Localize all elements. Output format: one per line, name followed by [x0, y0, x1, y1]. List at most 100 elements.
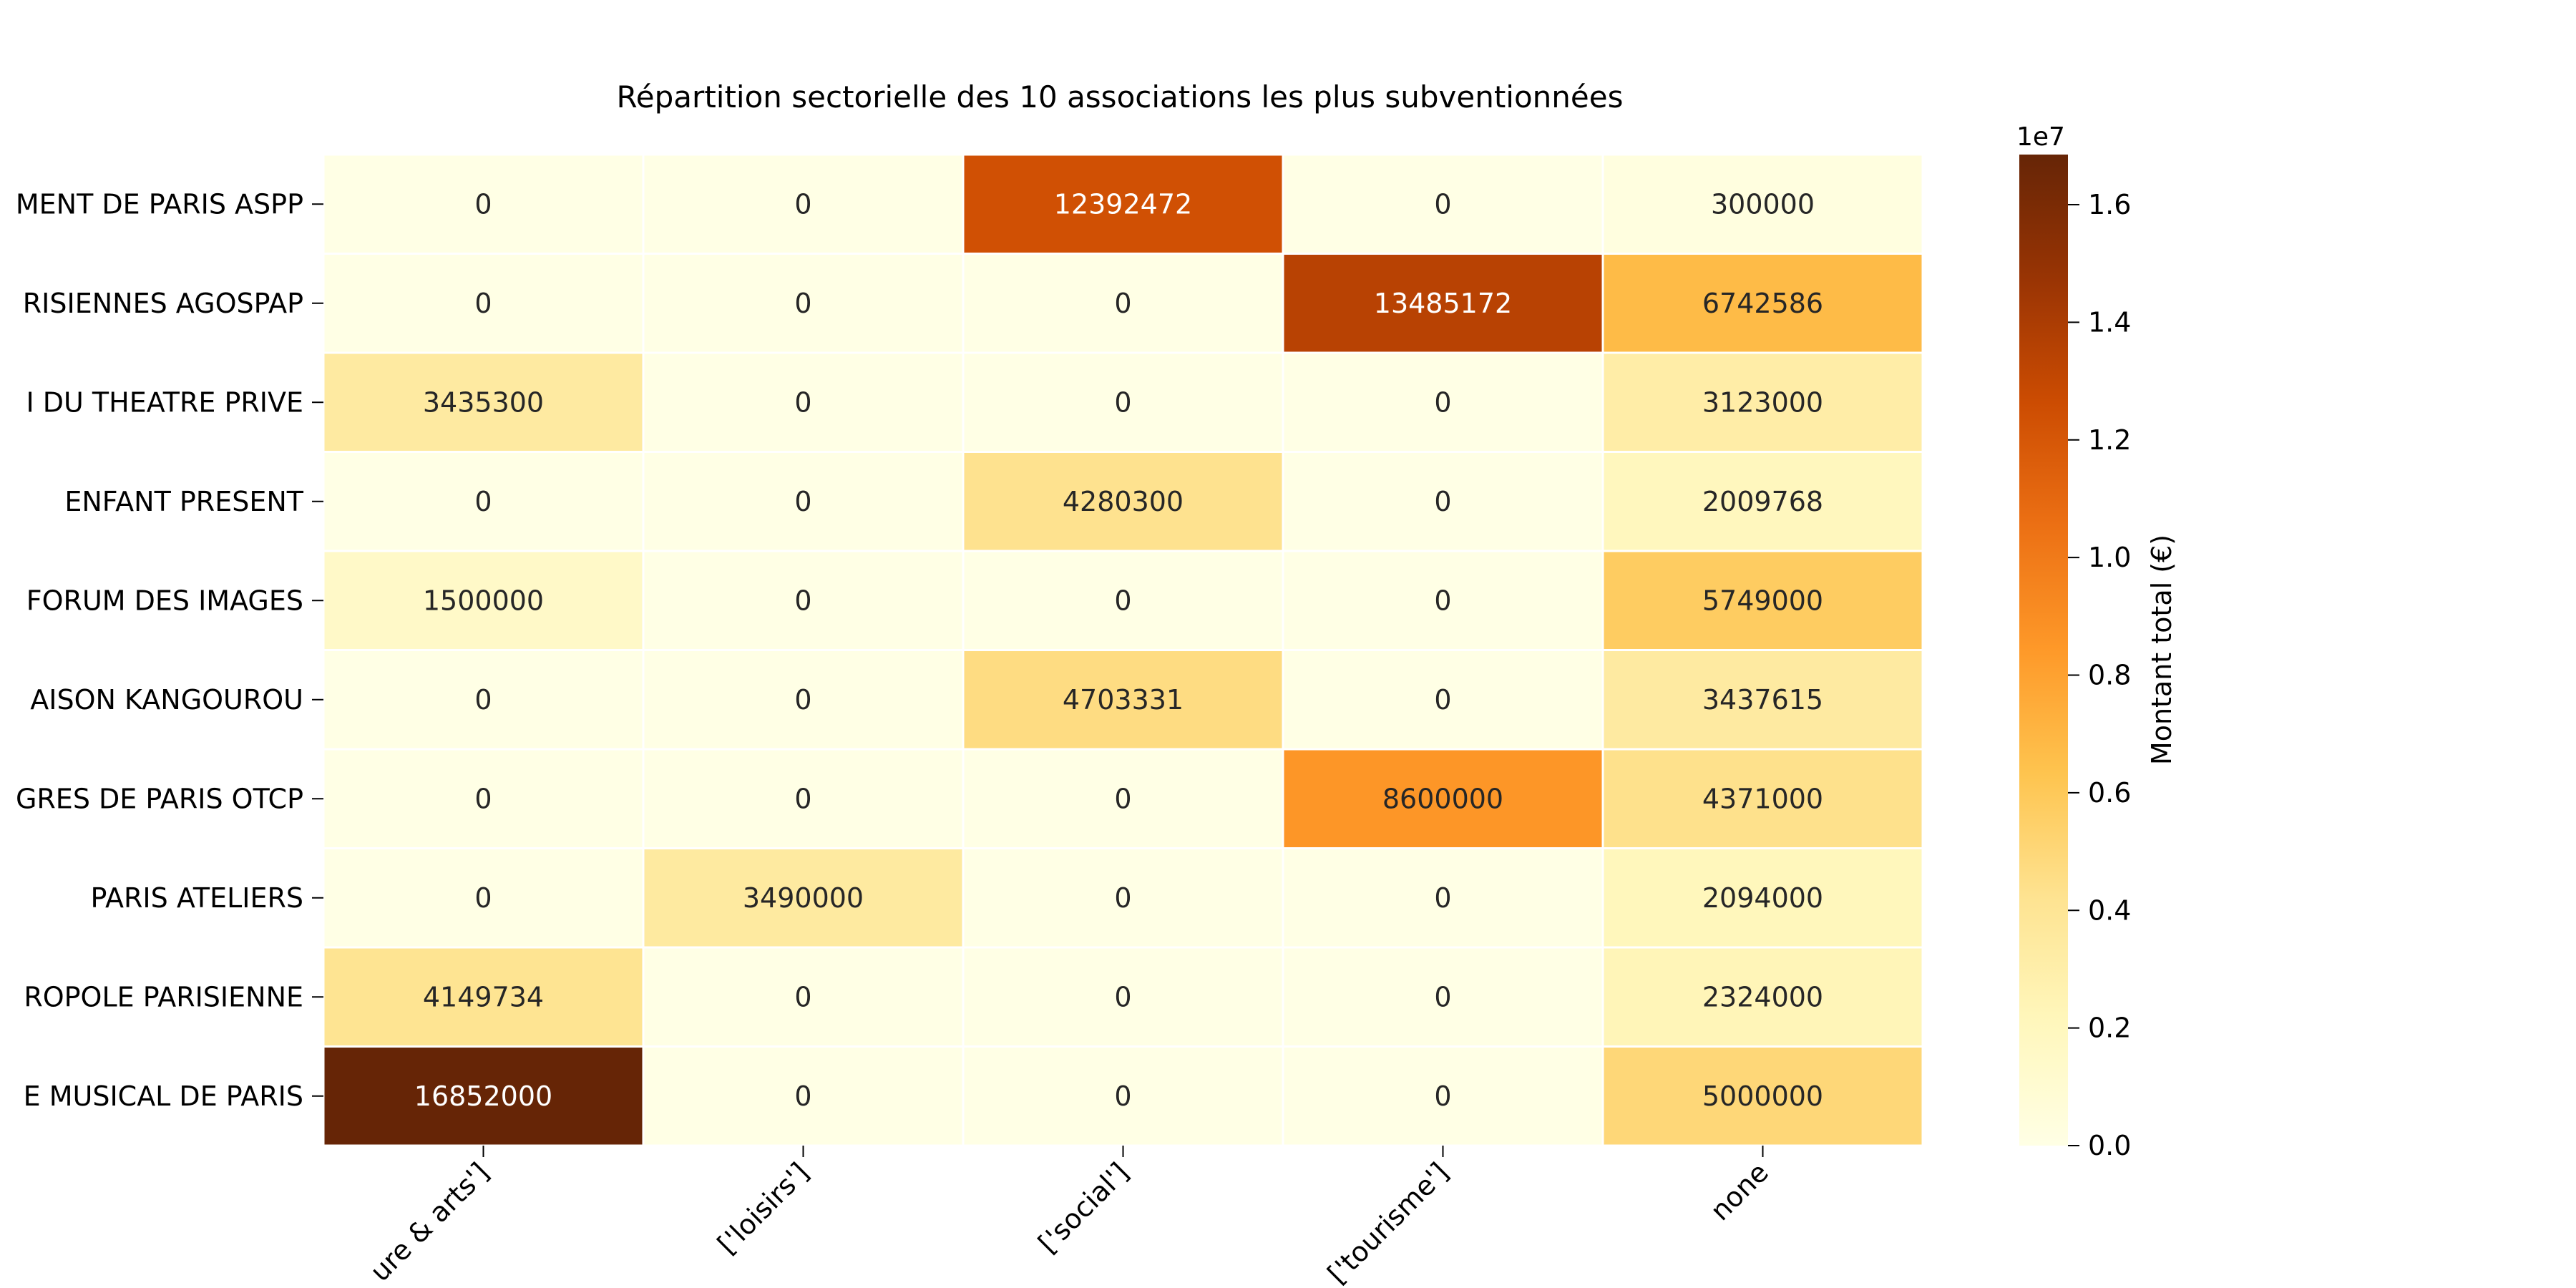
cell-value-label: 2009768: [1702, 486, 1823, 517]
heatmap-cell: [1282, 451, 1604, 552]
colorbar-tick-label: 0.0: [2088, 1130, 2131, 1161]
cell-value-label: 1500000: [423, 585, 544, 616]
heatmap-cell: [322, 153, 645, 255]
cell-value-label: 0: [1434, 1080, 1451, 1112]
heatmap-cell: [962, 847, 1284, 949]
heatmap-cell: [1282, 1045, 1604, 1147]
y-tick-label: ENFANT PRESENT: [64, 486, 303, 517]
colorbar-ticks: 0.0 0.2 0.4 0.6 0.8 1.0 1.2 1.4 1.6: [2068, 189, 2131, 1161]
cell-value-label: 0: [1114, 1080, 1131, 1112]
heatmap-cell: [1282, 351, 1604, 453]
y-tick-label: E MUSICAL DE PARIS: [24, 1080, 303, 1112]
colorbar-tick-label: 0.2: [2088, 1013, 2131, 1044]
heatmap-cell: [1601, 253, 1924, 354]
colorbar-tick-label: 0.8: [2088, 660, 2131, 691]
cell-value-label: 0: [794, 1080, 811, 1112]
cell-value-label: 3490000: [743, 882, 864, 914]
colorbar-gradient: [2019, 155, 2068, 1146]
cell-value-label: 0: [1114, 386, 1131, 418]
cell-value-label: 8600000: [1382, 783, 1503, 814]
colorbar-label: Montant total (€): [2146, 535, 2177, 765]
heatmap-cell: [642, 451, 965, 552]
y-tick-label: I DU THEATRE PRIVE: [26, 386, 303, 418]
heatmap-cell: [1282, 847, 1604, 949]
x-tick-label: none: [1704, 1156, 1775, 1226]
cell-value-label: 0: [794, 585, 811, 616]
y-tick-label: MENT DE PARIS ASPP: [16, 188, 303, 220]
heatmap-cell: [1282, 153, 1604, 255]
heatmap-cell: [1601, 946, 1924, 1048]
cell-value-label: 0: [474, 684, 492, 716]
cell-value-label: 0: [794, 188, 811, 220]
cell-value-label: 3435300: [423, 386, 544, 418]
heatmap-cell: [322, 847, 645, 949]
cell-value-label: 4149734: [423, 981, 544, 1013]
chart-title: Répartition sectorielle des 10 associati…: [617, 79, 1624, 114]
heatmap-cell: [322, 550, 645, 651]
y-tick-label: FORUM DES IMAGES: [26, 585, 303, 616]
cell-value-label: 4703331: [1063, 684, 1184, 716]
colorbar-tick-label: 1.6: [2088, 189, 2131, 220]
cell-value-label: 300000: [1711, 188, 1815, 220]
y-tick-label: GRES DE PARIS OTCP: [16, 783, 303, 814]
cell-value-label: 13485172: [1374, 288, 1512, 319]
heatmap-cell: [962, 946, 1284, 1048]
cell-value-label: 2324000: [1702, 981, 1823, 1013]
colorbar: 1e7 0.0 0.2 0.4 0.6 0.8 1.0 1.2 1.4 1.6 Montant …: [2016, 122, 2177, 1161]
cell-value-label: 0: [1434, 585, 1451, 616]
y-axis-ticks: MENT DE PARIS ASPP RISIENNES AGOSPAP I DU …: [16, 188, 323, 1112]
cell-value-label: 0: [474, 288, 492, 319]
colorbar-tick-label: 0.6: [2088, 777, 2131, 809]
heatmap-cell: [642, 153, 965, 255]
heatmap-cell: [1601, 351, 1924, 453]
x-tick-label: ure & arts']: [364, 1156, 495, 1287]
cell-value-label: 12392472: [1054, 188, 1192, 220]
x-axis-ticks: ure & arts'] ['loisirs'] ['social'] ['touri…: [364, 1146, 1775, 1288]
heatmap-cell: [642, 351, 965, 453]
heatmap-cell: [642, 946, 965, 1048]
colorbar-tick-label: 1.0: [2088, 542, 2131, 573]
colorbar-tick-label: 1.2: [2088, 424, 2131, 456]
cell-value-label: 0: [1114, 981, 1131, 1013]
cell-value-label: 0: [474, 882, 492, 914]
cell-value-label: 0: [474, 783, 492, 814]
cell-value-label: 0: [1434, 188, 1451, 220]
heatmap-cell: [1282, 649, 1604, 751]
heatmap-cell: [642, 550, 965, 651]
cell-value-label: 0: [1434, 684, 1451, 716]
cell-value-label: 0: [1434, 981, 1451, 1013]
heatmap-cell: [962, 649, 1284, 751]
cell-value-label: 0: [794, 486, 811, 517]
x-tick-label: ['loisirs']: [711, 1156, 815, 1260]
cell-value-label: 0: [794, 684, 811, 716]
cell-value-label: 0: [1114, 783, 1131, 814]
cell-value-label: 0: [1114, 585, 1131, 616]
y-tick-label: AISON KANGOUROU: [30, 684, 303, 716]
heatmap-cell: [962, 451, 1284, 552]
heatmap-cell: [642, 847, 965, 949]
y-tick-label: RISIENNES AGOSPAP: [23, 288, 303, 319]
heatmap-cell: [642, 1045, 965, 1147]
heatmap-cell: [322, 253, 645, 354]
cell-value-label: 5000000: [1702, 1080, 1823, 1112]
x-tick-label: ['social']: [1032, 1156, 1134, 1259]
cell-value-label: 5749000: [1702, 585, 1823, 616]
heatmap-cells: 0 0 12392472 0 300000 0 0 0 13485172 6742586 34353…: [322, 153, 1924, 1147]
colorbar-multiplier: 1e7: [2016, 122, 2065, 152]
cell-value-label: 0: [474, 188, 492, 220]
cell-value-label: 0: [1434, 386, 1451, 418]
heatmap-cell: [1601, 451, 1924, 552]
y-tick-label: ROPOLE PARISIENNE: [24, 981, 303, 1013]
cell-value-label: 3123000: [1702, 386, 1823, 418]
cell-value-label: 0: [1434, 882, 1451, 914]
heatmap-cell: [322, 748, 645, 849]
cell-value-label: 0: [794, 288, 811, 319]
colorbar-tick-label: 1.4: [2088, 306, 2131, 338]
cell-value-label: 0: [794, 981, 811, 1013]
cell-value-label: 4371000: [1702, 783, 1823, 814]
cell-value-label: 0: [1114, 882, 1131, 914]
x-tick-label: ['tourisme']: [1322, 1156, 1455, 1288]
cell-value-label: 0: [1114, 288, 1131, 319]
heatmap-cell: [962, 550, 1284, 651]
